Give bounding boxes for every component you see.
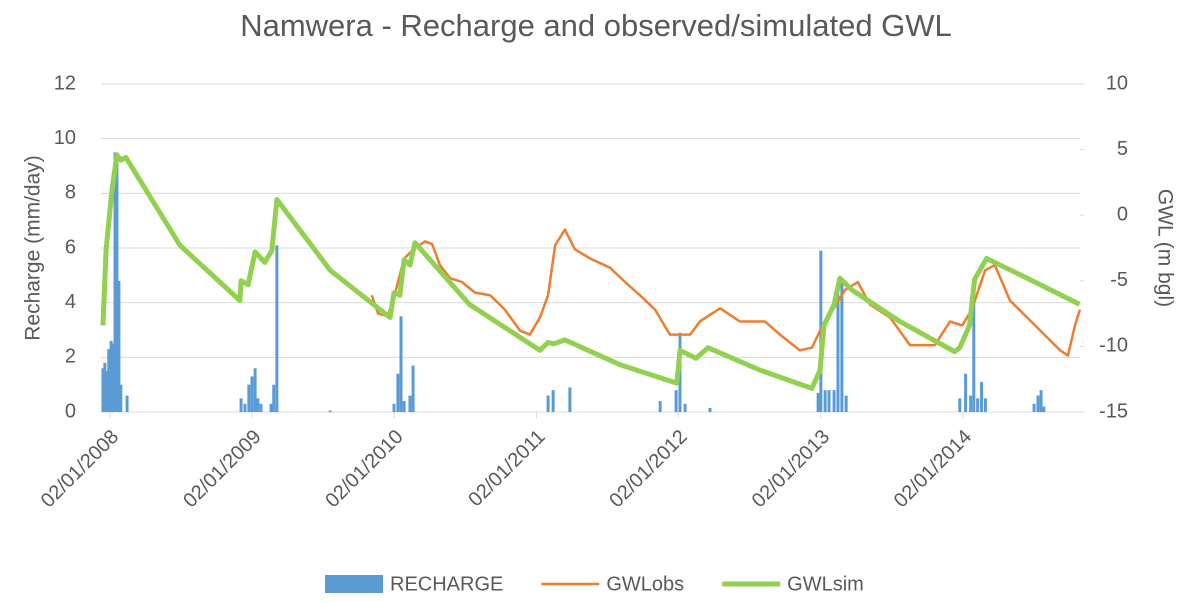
bar: [392, 403, 396, 412]
bar: [402, 401, 406, 412]
bar: [253, 368, 257, 412]
bar: [1036, 395, 1040, 412]
bar: [844, 395, 848, 412]
bar: [832, 390, 836, 412]
x-tick-label: 02/01/2013: [748, 426, 834, 512]
bar: [269, 403, 273, 412]
x-tick-label: 02/01/2010: [321, 426, 407, 512]
bar: [1042, 406, 1046, 412]
bar: [119, 384, 123, 412]
bar: [658, 401, 662, 412]
bar: [840, 280, 844, 412]
y2-tick-label: -5: [1110, 269, 1128, 291]
bar: [125, 395, 129, 412]
bar: [109, 340, 113, 412]
y2-tick-label: 0: [1117, 203, 1128, 225]
bar: [976, 398, 980, 412]
bar: [259, 403, 263, 412]
bar: [107, 349, 111, 412]
bar: [980, 381, 984, 412]
bar: [328, 410, 332, 412]
bar: [836, 294, 840, 412]
x-tick-label: 02/01/2009: [179, 426, 265, 512]
bar: [115, 155, 119, 413]
bar: [399, 316, 403, 412]
bar: [101, 368, 105, 412]
y-tick-label: 12: [54, 72, 76, 94]
bar: [1039, 390, 1043, 412]
bar: [275, 245, 279, 412]
y2-tick-label: 10: [1106, 72, 1128, 94]
y2-tick-label: 5: [1117, 138, 1128, 160]
legend-label: GWLobs: [606, 573, 684, 595]
y-tick-label: 10: [54, 127, 76, 149]
y2-tick-label: -15: [1099, 400, 1128, 422]
chart-title: Namwera - Recharge and observed/simulate…: [240, 8, 952, 43]
bar: [396, 373, 400, 412]
y-tick-label: 6: [65, 236, 76, 258]
bar: [408, 395, 412, 412]
y2-tick-label: -10: [1099, 335, 1128, 357]
bar: [113, 152, 117, 413]
line: [370, 228, 1082, 357]
bar: [256, 398, 260, 412]
bar: [546, 395, 550, 412]
bar: [117, 280, 121, 412]
bar: [823, 390, 827, 412]
bar: [816, 392, 820, 412]
bar: [683, 403, 687, 412]
bar: [247, 384, 251, 412]
bar: [105, 371, 109, 412]
bar: [827, 390, 831, 412]
legend-label: GWLsim: [787, 573, 864, 595]
bar: [239, 398, 243, 412]
bar: [551, 390, 555, 412]
y-tick-label: 8: [65, 182, 76, 204]
y-tick-label: 4: [65, 291, 76, 313]
x-tick-label: 02/01/2011: [464, 426, 549, 511]
bar: [983, 398, 987, 412]
bar: [958, 398, 962, 412]
bar: [272, 384, 276, 412]
bar: [972, 302, 976, 412]
bar: [103, 362, 107, 412]
y-tick-label: 2: [65, 346, 76, 368]
bar: [111, 343, 115, 412]
bar: [708, 407, 712, 412]
x-tick-label: 02/01/2014: [890, 426, 976, 512]
x-tick-label: 02/01/2012: [605, 426, 691, 512]
bar: [964, 373, 968, 412]
bar: [411, 365, 415, 412]
bar: [1032, 403, 1036, 412]
y-tick-label: 0: [65, 400, 76, 422]
y2-axis-label: GWL (m bgl): [1153, 189, 1176, 307]
bar: [969, 395, 973, 412]
bar: [674, 390, 678, 412]
line: [100, 152, 1081, 391]
legend-label: RECHARGE: [390, 573, 503, 595]
bar: [243, 403, 247, 412]
x-tick-label: 02/01/2008: [37, 426, 123, 512]
bar: [250, 376, 254, 412]
bar: [568, 387, 572, 412]
legend-swatch: [325, 575, 383, 593]
y-axis-label: Recharge (mm/day): [22, 155, 45, 341]
